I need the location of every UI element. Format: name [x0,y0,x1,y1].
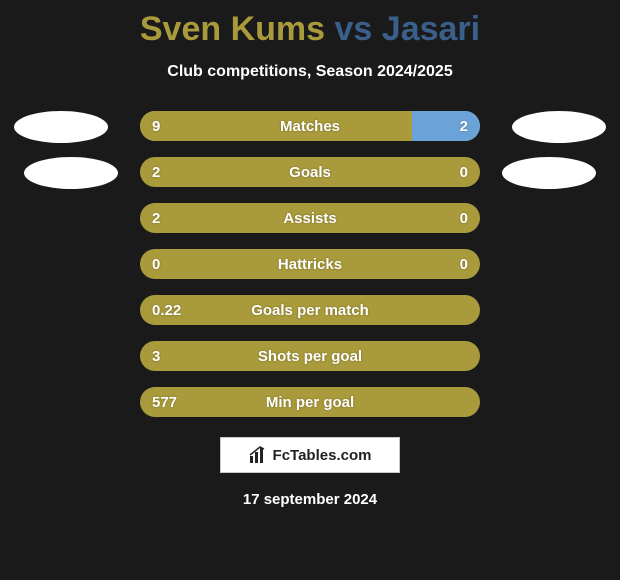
stat-row: 20Goals [0,157,620,187]
stat-value-left: 2 [152,157,160,187]
stat-bar: 577Min per goal [140,387,480,417]
stat-value-left: 577 [152,387,177,417]
stat-bar-left [140,111,412,141]
stat-value-right: 0 [460,157,468,187]
stat-bar: 3Shots per goal [140,341,480,371]
player2-name: Jasari [382,10,480,48]
stat-row: 20Assists [0,203,620,233]
stat-row: 3Shots per goal [0,341,620,371]
stat-value-left: 2 [152,203,160,233]
stat-bar-right [412,111,480,141]
subtitle: Club competitions, Season 2024/2025 [0,63,620,81]
date-label: 17 september 2024 [0,491,620,508]
stat-bar-left [140,249,480,279]
stat-value-right: 0 [460,249,468,279]
stat-bar-left [140,157,480,187]
stat-bar-left [140,387,480,417]
stat-value-right: 2 [460,111,468,141]
stat-value-left: 0 [152,249,160,279]
stat-bar-left [140,203,480,233]
stat-bar: 0.22Goals per match [140,295,480,325]
stat-value-left: 0.22 [152,295,181,325]
stat-row: 0.22Goals per match [0,295,620,325]
stat-value-left: 9 [152,111,160,141]
stat-value-left: 3 [152,341,160,371]
stat-value-right: 0 [460,203,468,233]
comparison-chart: 92Matches20Goals20Assists00Hattricks0.22… [0,111,620,417]
stat-bar: 20Goals [140,157,480,187]
stat-bar: 20Assists [140,203,480,233]
source-badge[interactable]: FcTables.com [220,437,400,473]
stat-row: 00Hattricks [0,249,620,279]
player1-name: Sven Kums [140,10,325,48]
vs-label: vs [335,10,373,48]
stat-rows: 92Matches20Goals20Assists00Hattricks0.22… [0,111,620,417]
stat-bar: 92Matches [140,111,480,141]
source-badge-text: FcTables.com [273,447,372,464]
comparison-title: Sven Kums vs Jasari [0,0,620,49]
stat-bar: 00Hattricks [140,249,480,279]
stat-bar-left [140,295,480,325]
stat-row: 577Min per goal [0,387,620,417]
stat-row: 92Matches [0,111,620,141]
stat-bar-left [140,341,480,371]
chart-icon [249,446,267,464]
